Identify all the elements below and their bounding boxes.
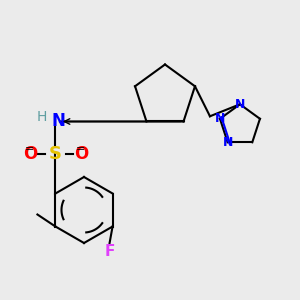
Text: O: O [74, 146, 88, 164]
Text: S: S [49, 146, 62, 164]
Text: N: N [52, 112, 65, 130]
Text: N: N [215, 112, 225, 125]
Text: O: O [23, 146, 37, 164]
Text: N: N [222, 136, 233, 149]
Text: F: F [104, 244, 115, 260]
Text: N: N [235, 98, 245, 111]
Text: =: = [25, 144, 34, 154]
Text: H: H [37, 110, 47, 124]
Text: =: = [76, 144, 86, 154]
